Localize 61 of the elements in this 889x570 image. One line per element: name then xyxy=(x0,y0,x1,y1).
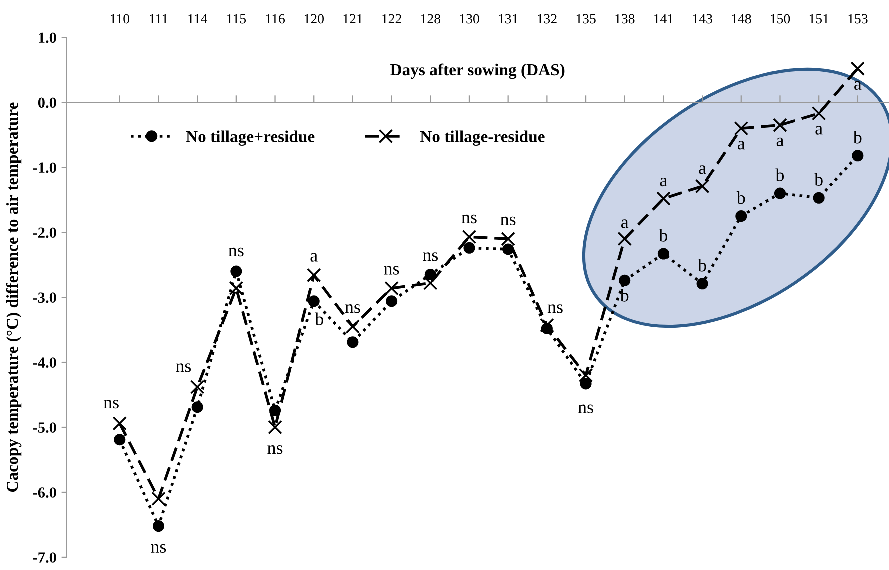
annotation: b xyxy=(853,131,862,144)
annotation: ns xyxy=(268,446,283,454)
x-tick-label: 115 xyxy=(227,14,246,24)
x-tick-label: 143 xyxy=(693,14,712,24)
x-tick-label: 131 xyxy=(499,14,518,24)
x-tick-label: 116 xyxy=(266,14,286,24)
y-tick-label: 1.0 xyxy=(39,32,56,44)
annotation: ns xyxy=(228,248,244,257)
x-tick-label: 151 xyxy=(810,14,829,24)
annotation: ns xyxy=(423,252,438,262)
x-tick-label: 138 xyxy=(616,14,635,24)
x-tick-label: 111 xyxy=(150,14,168,24)
x-tick-label: 132 xyxy=(538,14,557,24)
x-axis-title: Days after sowing (DAS) xyxy=(390,64,565,80)
annotation: ns xyxy=(345,304,360,314)
annotation: a xyxy=(854,81,862,90)
annotation: ns xyxy=(462,214,477,224)
annotation: a xyxy=(699,166,706,174)
y-axis-title: Cacopy temperature (°C) difference to air temperature xyxy=(6,102,22,492)
x-tick-label: 128 xyxy=(421,14,441,24)
annotation: ns xyxy=(104,400,119,409)
x-tick-label: 130 xyxy=(460,14,480,24)
y-tick-label: -6.0 xyxy=(33,488,56,498)
x-tick-label: 120 xyxy=(304,14,324,24)
x-tick-label: 121 xyxy=(344,14,363,24)
annotation: b xyxy=(315,312,324,326)
annotation: ns xyxy=(548,304,563,314)
annotation: b xyxy=(776,168,784,182)
annotation: b xyxy=(698,259,706,272)
x-tick-label: 148 xyxy=(732,14,752,24)
annotation: ns xyxy=(151,544,166,554)
annotation: a xyxy=(776,138,784,147)
x-tick-label: 150 xyxy=(771,14,790,24)
legend-label: No tillage-residue xyxy=(420,130,545,146)
x-tick-label: 114 xyxy=(188,14,208,24)
annotation: ns xyxy=(384,266,400,275)
x-tick-label: 122 xyxy=(382,14,402,24)
y-tick-label: -5.0 xyxy=(33,422,56,434)
x-tick-label: 153 xyxy=(848,14,868,24)
annotation: ns xyxy=(176,364,192,372)
annotation: a xyxy=(738,141,746,150)
annotation: ns xyxy=(578,404,594,414)
annotation: a xyxy=(816,126,823,135)
annotation: b xyxy=(659,229,668,242)
annotation: a xyxy=(310,253,318,262)
annotation: b xyxy=(814,173,823,186)
y-tick-label: -1.0 xyxy=(33,162,56,174)
y-tick-label: -7.0 xyxy=(33,552,56,563)
x-tick-label: 141 xyxy=(654,14,674,24)
x-tick-label: 135 xyxy=(576,14,596,24)
annotation: ns xyxy=(500,216,516,226)
y-tick-label: -4.0 xyxy=(33,358,56,368)
annotation: a xyxy=(660,178,668,187)
x-tick-label: 110 xyxy=(110,14,130,24)
legend-label: No tillage+residue xyxy=(186,130,315,146)
annotation: b xyxy=(620,289,629,302)
y-tick-label: 0.0 xyxy=(38,98,56,108)
annotation: b xyxy=(736,191,746,204)
annotation: a xyxy=(621,220,629,228)
y-tick-label: -3.0 xyxy=(33,292,56,304)
y-tick-label: -2.0 xyxy=(33,228,56,238)
